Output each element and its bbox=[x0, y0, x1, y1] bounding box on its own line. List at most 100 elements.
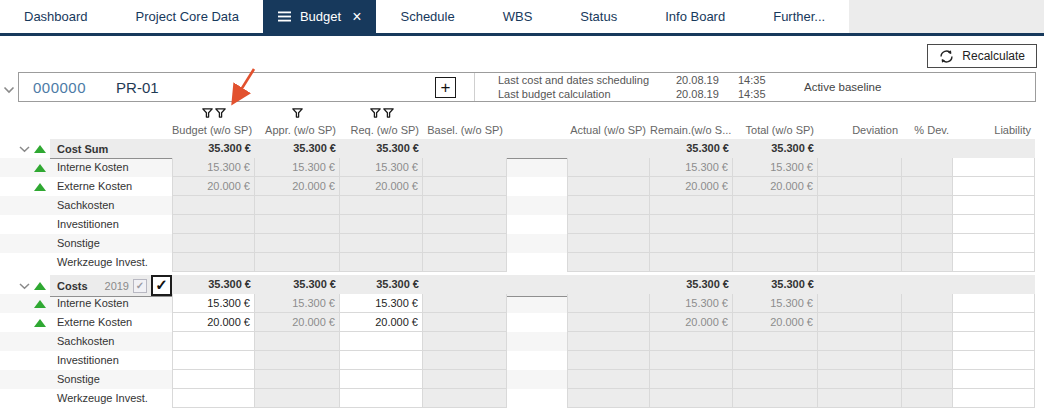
cell-deviation bbox=[818, 139, 902, 159]
cell-basel bbox=[423, 158, 507, 177]
project-header-panel: 000000 PR-01 + Last cost and dates sched… bbox=[18, 72, 1036, 102]
cell-appr bbox=[255, 234, 340, 253]
trend-up-icon bbox=[30, 158, 50, 177]
trend-placeholder bbox=[30, 234, 50, 253]
cell-actual bbox=[567, 313, 650, 332]
year-active-checkbox[interactable]: ✓ bbox=[151, 275, 172, 296]
trend-placeholder bbox=[30, 253, 50, 272]
add-plus-button[interactable]: + bbox=[435, 77, 456, 98]
cell-deviation bbox=[818, 177, 902, 196]
tab-schedule[interactable]: Schedule bbox=[376, 0, 478, 33]
cell-req bbox=[340, 253, 423, 272]
row-label: Interne Kosten bbox=[50, 294, 172, 313]
recalculate-button[interactable]: Recalculate bbox=[927, 44, 1037, 68]
cell-actual bbox=[567, 177, 650, 196]
cell-req[interactable] bbox=[340, 389, 423, 408]
cell-liability[interactable] bbox=[953, 332, 1035, 351]
cell-remain bbox=[650, 196, 733, 215]
filter-icon[interactable] bbox=[370, 104, 381, 122]
close-icon[interactable]: × bbox=[352, 9, 361, 25]
cell-pdev bbox=[902, 177, 953, 196]
filter-icon[interactable] bbox=[215, 104, 226, 122]
cell-liability[interactable] bbox=[953, 234, 1035, 253]
cell-req[interactable] bbox=[340, 370, 423, 389]
summary-row: Cost Sum35.300 €35.300 €35.300 €35.300 €… bbox=[0, 139, 1035, 158]
row-label: Sonstige bbox=[50, 370, 172, 389]
tab-dashboard[interactable]: Dashboard bbox=[0, 0, 112, 33]
col-header-pdev: % Dev. bbox=[902, 123, 953, 138]
cell-liability[interactable] bbox=[953, 370, 1035, 389]
cell-liability[interactable] bbox=[953, 351, 1035, 370]
cell-budget[interactable] bbox=[172, 351, 255, 370]
cell-liability[interactable] bbox=[953, 215, 1035, 234]
cell-liability[interactable] bbox=[953, 313, 1035, 332]
cell-appr bbox=[255, 389, 340, 408]
col-header-basel: Basel. (w/o SP) bbox=[423, 123, 507, 138]
cell-remain bbox=[650, 351, 733, 370]
col-header-deviation: Deviation bbox=[818, 123, 902, 138]
project-expander-chevron-icon[interactable] bbox=[3, 80, 15, 98]
tab-wbs[interactable]: WBS bbox=[479, 0, 557, 33]
year-label: 2019 bbox=[105, 280, 129, 292]
cell-appr bbox=[255, 196, 340, 215]
filter-icon[interactable] bbox=[292, 104, 303, 122]
cell-remain bbox=[650, 332, 733, 351]
cell-budget[interactable] bbox=[172, 370, 255, 389]
filter-icon[interactable] bbox=[202, 104, 213, 122]
tab-status[interactable]: Status bbox=[556, 0, 641, 33]
table-row: Externe Kosten20.000 €20.000 €20.000 €20… bbox=[0, 177, 1035, 196]
col-header-appr: Appr. (w/o SP) bbox=[255, 123, 340, 138]
cell-budget[interactable]: 20.000 € bbox=[172, 313, 255, 332]
cell-basel bbox=[423, 177, 507, 196]
cell-req[interactable]: 20.000 € bbox=[340, 313, 423, 332]
col-header-remain: Remain.(w/o S... bbox=[650, 123, 733, 138]
tab-budget[interactable]: Budget× bbox=[263, 0, 377, 33]
cell-total bbox=[733, 215, 818, 234]
cell-liability[interactable] bbox=[953, 389, 1035, 408]
trend-placeholder bbox=[30, 215, 50, 234]
cell-liability[interactable] bbox=[953, 294, 1035, 313]
trend-placeholder bbox=[30, 370, 50, 389]
cell-actual bbox=[567, 139, 650, 159]
project-identity: 000000 PR-01 + bbox=[19, 73, 475, 101]
cell-deviation bbox=[818, 370, 902, 389]
trend-up-icon bbox=[30, 139, 50, 159]
cell-total bbox=[733, 351, 818, 370]
cell-basel bbox=[423, 234, 507, 253]
row-label: Werkzeuge Invest. bbox=[50, 389, 172, 408]
cell-liability[interactable] bbox=[953, 196, 1035, 215]
cell-budget[interactable] bbox=[172, 389, 255, 408]
cell-req[interactable] bbox=[340, 332, 423, 351]
menu-icon[interactable] bbox=[278, 11, 291, 22]
cell-budget[interactable] bbox=[172, 332, 255, 351]
cell-budget[interactable]: 15.300 € bbox=[172, 294, 255, 313]
cell-pdev bbox=[902, 294, 953, 313]
cell-actual bbox=[567, 234, 650, 253]
cell-pdev bbox=[902, 158, 953, 177]
cell-req[interactable] bbox=[340, 351, 423, 370]
trend-up-icon bbox=[30, 294, 50, 313]
cell-liability[interactable] bbox=[953, 177, 1035, 196]
project-number[interactable]: 000000 bbox=[33, 79, 86, 96]
info-date: 20.08.19 bbox=[676, 74, 738, 87]
table-row: Werkzeuge Invest. bbox=[0, 389, 1035, 408]
cell-liability[interactable] bbox=[953, 158, 1035, 177]
cell-remain: 20.000 € bbox=[650, 313, 733, 332]
cell-pdev bbox=[902, 332, 953, 351]
cell-req[interactable]: 15.300 € bbox=[340, 294, 423, 313]
cell-basel bbox=[423, 313, 507, 332]
info-time: 14:35 bbox=[738, 74, 778, 87]
row-expander-chevron-icon[interactable] bbox=[18, 139, 30, 159]
cell-basel bbox=[423, 332, 507, 351]
cell-budget bbox=[172, 234, 255, 253]
filter-icon[interactable] bbox=[383, 104, 394, 122]
cell-appr bbox=[255, 332, 340, 351]
cell-appr: 35.300 € bbox=[255, 139, 340, 159]
cell-total: 35.300 € bbox=[733, 139, 818, 159]
tab-info-board[interactable]: Info Board bbox=[641, 0, 749, 33]
tab-further[interactable]: Further... bbox=[749, 0, 849, 33]
trend-up-icon bbox=[30, 177, 50, 196]
cell-liability[interactable] bbox=[953, 253, 1035, 272]
cell-remain bbox=[650, 215, 733, 234]
tab-project-core-data[interactable]: Project Core Data bbox=[112, 0, 263, 33]
